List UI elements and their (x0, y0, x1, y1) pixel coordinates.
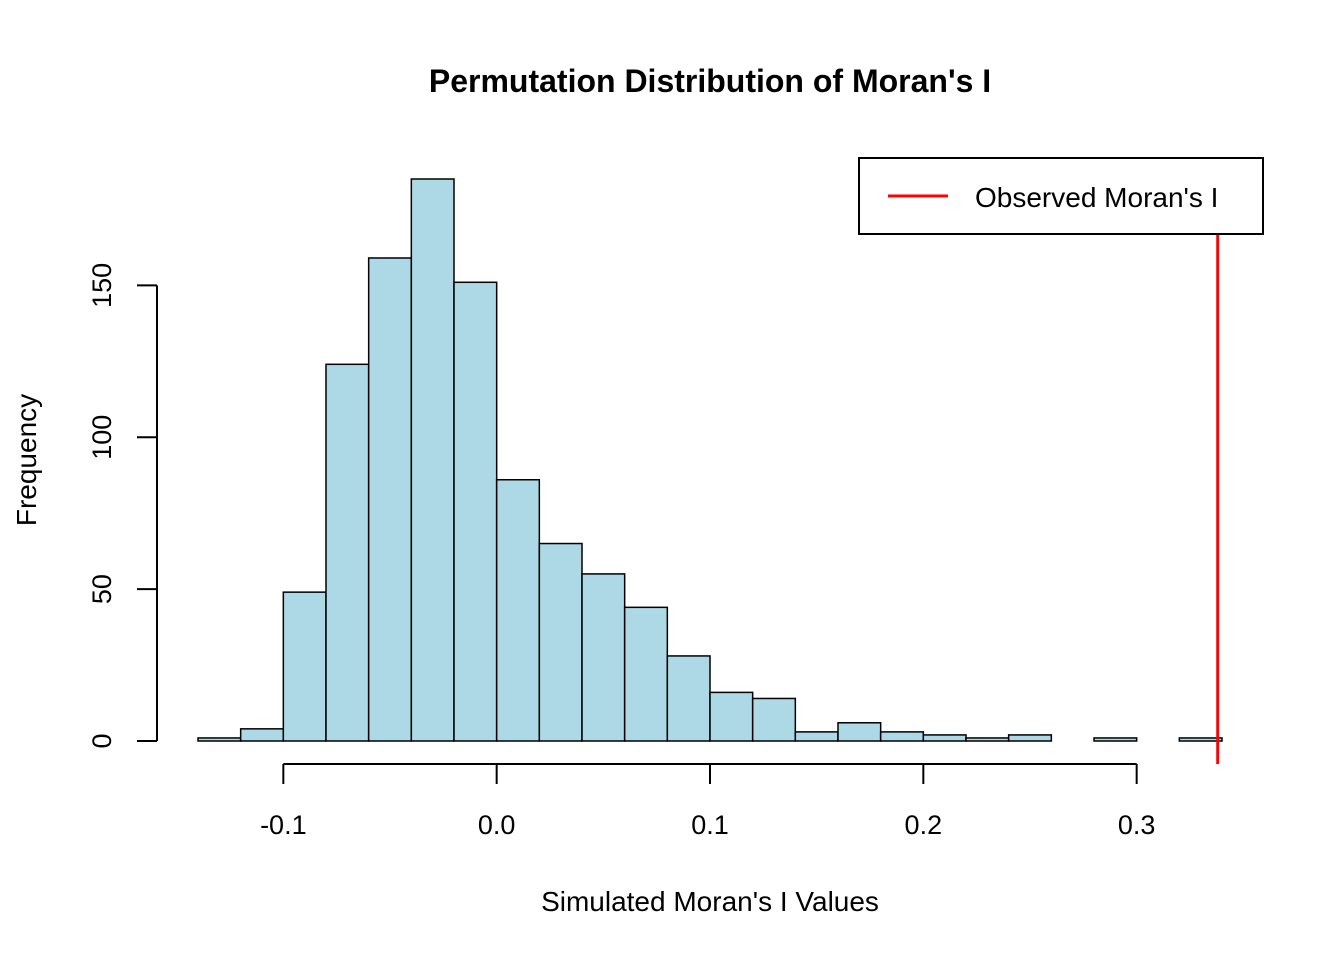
y-axis: 0 50 100 150 (87, 263, 158, 749)
histogram-bar (538, 542, 583, 742)
histogram-bar (709, 691, 754, 742)
histogram-bar (837, 722, 882, 742)
histogram-bar (197, 737, 242, 742)
y-tick-label: 0 (87, 733, 117, 748)
x-tick-label: 0.3 (1118, 810, 1156, 840)
legend: Observed Moran's I (858, 157, 1264, 235)
y-axis-label: Frequency (11, 394, 42, 526)
histogram-bar (1007, 734, 1053, 742)
histogram-bar (879, 731, 925, 742)
legend-label: Observed Moran's I (975, 182, 1218, 213)
histogram-bar (239, 728, 285, 742)
histogram-bar (623, 606, 669, 742)
x-tick-label: -0.1 (260, 810, 307, 840)
y-tick-label: 150 (87, 263, 117, 308)
histogram-bar (581, 573, 626, 742)
y-tick-label: 100 (87, 415, 117, 460)
histogram-bar (794, 731, 839, 742)
histogram-bar (965, 737, 1010, 742)
histogram-bar (367, 257, 413, 742)
x-tick-label: 0.1 (691, 810, 729, 840)
histogram-bar (751, 697, 797, 742)
histogram-bars (197, 178, 1223, 742)
x-axis: -0.1 0.0 0.1 0.2 0.3 (260, 763, 1156, 840)
x-tick-label: 0.2 (905, 810, 943, 840)
histogram-bar (495, 478, 541, 742)
histogram-bar (325, 363, 370, 742)
histogram-bar (453, 281, 498, 742)
histogram-bar (282, 591, 327, 742)
histogram-bar (1093, 737, 1138, 742)
y-tick-label: 50 (87, 574, 117, 604)
x-axis-label: Simulated Moran's I Values (541, 886, 879, 917)
chart-title: Permutation Distribution of Moran's I (429, 63, 991, 99)
histogram-bar (666, 655, 711, 742)
x-tick-label: 0.0 (478, 810, 516, 840)
histogram-bar (1178, 737, 1223, 742)
histogram-bar (922, 734, 967, 742)
histogram-bar (410, 178, 455, 742)
